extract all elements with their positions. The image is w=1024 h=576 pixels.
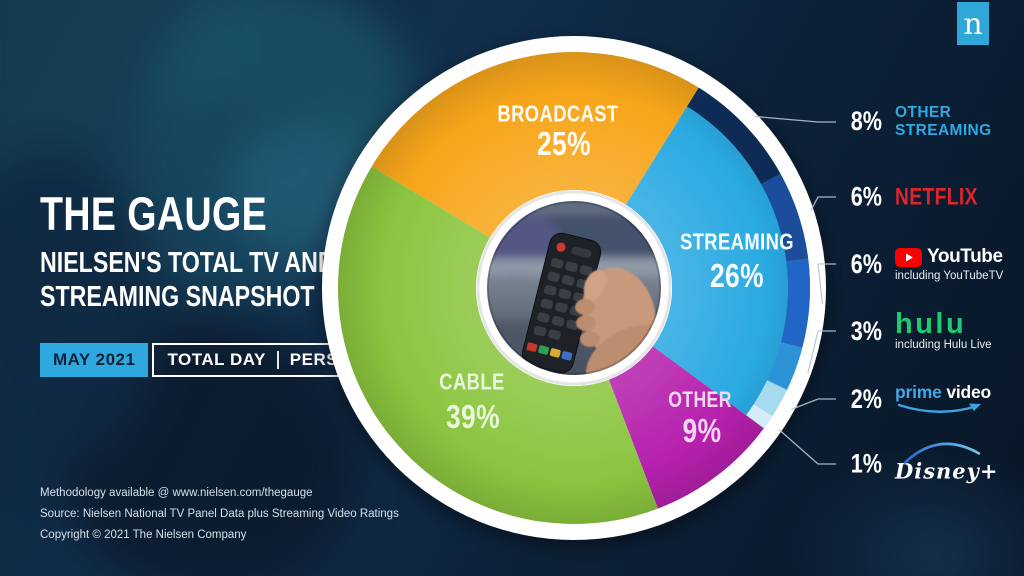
hulu-logo: hulu bbox=[895, 307, 967, 340]
disney-plus-logo: Disney+ bbox=[895, 442, 998, 484]
nielsen-logo: n bbox=[957, 2, 989, 45]
slice-label-cable: CABLE bbox=[439, 368, 505, 395]
slice-value-broadcast: 25% bbox=[536, 125, 592, 162]
breakdown-row-netflix: 6% NETFLIX bbox=[832, 182, 999, 213]
badge-divider bbox=[276, 351, 279, 369]
breakdown-value: 3% bbox=[850, 315, 882, 346]
breakdown-value: 8% bbox=[850, 106, 882, 137]
breakdown-row-youtube: 6% YouTube including YouTubeTV bbox=[832, 246, 1004, 282]
slice-label-other: OTHER bbox=[668, 387, 732, 412]
disney-arc-icon bbox=[903, 442, 981, 464]
netflix-logo: NETFLIX bbox=[895, 183, 978, 210]
period-badges: MAY 2021 TOTAL DAY PERSONS 2+ bbox=[40, 343, 418, 377]
breakdown-row-other-streaming: 8% OTHER STREAMING bbox=[832, 104, 995, 140]
breakdown-row-prime-video: 2% prime video bbox=[832, 382, 991, 416]
youtube-logo: YouTube bbox=[895, 246, 1003, 268]
other-streaming-label: OTHER STREAMING bbox=[895, 104, 992, 139]
source-note: Source: Nielsen National TV Panel Data p… bbox=[40, 508, 399, 520]
prime-video-logo: prime video bbox=[895, 382, 992, 402]
youtube-play-icon bbox=[895, 247, 922, 267]
breakdown-value: 1% bbox=[850, 448, 882, 479]
breakdown-row-disney-plus: 1% Disney+ bbox=[832, 442, 998, 484]
breakdown-value: 6% bbox=[850, 181, 882, 212]
page-title: THE GAUGE bbox=[40, 187, 268, 240]
slice-value-other: 9% bbox=[682, 412, 722, 449]
youtube-sublabel: including YouTubeTV bbox=[895, 270, 1004, 282]
copyright-note: Copyright © 2021 The Nielsen Company bbox=[40, 529, 247, 541]
date-badge: MAY 2021 bbox=[40, 343, 149, 377]
subtitle-line-1: NIELSEN'S TOTAL TV AND bbox=[40, 247, 335, 279]
breakdown-row-hulu: 3% hulu including Hulu Live bbox=[832, 307, 992, 352]
breakdown-value: 6% bbox=[850, 248, 882, 279]
methodology-note: Methodology available @ www.nielsen.com/… bbox=[40, 487, 313, 499]
slice-value-cable: 39% bbox=[445, 398, 501, 435]
prime-smile-arrow-icon bbox=[897, 403, 981, 413]
scope-label: TOTAL DAY bbox=[167, 350, 266, 369]
slice-label-streaming: STREAMING bbox=[680, 228, 794, 255]
tv-remote bbox=[521, 232, 602, 374]
slice-value-streaming: 26% bbox=[709, 257, 765, 294]
slice-label-broadcast: BROADCAST bbox=[497, 100, 619, 127]
subtitle-line-2: STREAMING SNAPSHOT bbox=[40, 281, 315, 313]
breakdown-value: 2% bbox=[850, 383, 882, 414]
hulu-sublabel: including Hulu Live bbox=[895, 339, 992, 352]
footer-notes: Methodology available @ www.nielsen.com/… bbox=[40, 483, 399, 546]
background-family-photo bbox=[0, 0, 440, 576]
center-photo-remote-hand bbox=[487, 201, 661, 375]
